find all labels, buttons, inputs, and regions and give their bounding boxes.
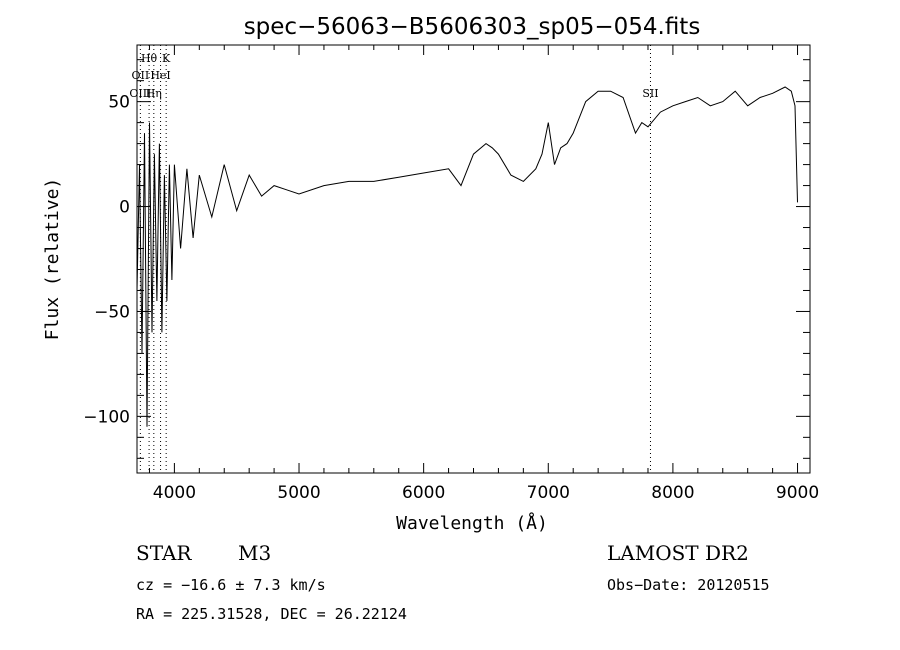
y-tick-label: 0	[119, 198, 130, 218]
spectrum-line	[136, 86, 798, 427]
x-tick-label: 4000	[153, 483, 196, 503]
line-marker-label: Hη	[146, 87, 162, 100]
chart-title: spec−56063−B5606303_sp05−054.fits	[244, 14, 701, 40]
line-marker-label: SII	[642, 87, 658, 100]
x-tick-label: 9000	[776, 483, 819, 503]
x-axis-label: Wavelength (Å)	[396, 512, 548, 534]
line-marker-label: K	[162, 52, 171, 65]
plot-frame	[136, 44, 811, 474]
line-marker-label: OIII	[129, 87, 151, 100]
line-marker-label: Hθ	[141, 52, 158, 65]
x-tick-label: 7000	[527, 483, 570, 503]
axis-ticks: 4000 5000 6000 7000 8000 9000 −100 −50 0 50	[83, 45, 819, 503]
x-tick-label: 8000	[651, 483, 694, 503]
redshift-text: cz = −16.6 ± 7.3 km/s	[136, 576, 326, 594]
subclass: M3	[238, 541, 272, 565]
line-marker-label: OII	[132, 69, 150, 82]
y-tick-label: 50	[108, 93, 130, 113]
line-marker-label: HeI	[150, 69, 170, 82]
obs-date-text: Obs−Date: 20120515	[607, 576, 770, 594]
y-tick-label: −100	[83, 407, 130, 427]
x-tick-label: 6000	[402, 483, 445, 503]
object-type: STAR	[136, 541, 192, 565]
coordinates-text: RA = 225.31528, DEC = 26.22124	[136, 605, 407, 623]
x-tick-label: 5000	[277, 483, 320, 503]
y-axis-label: Flux (relative)	[42, 178, 63, 341]
survey-name: LAMOST DR2	[607, 541, 749, 565]
y-tick-label: −50	[94, 302, 130, 322]
